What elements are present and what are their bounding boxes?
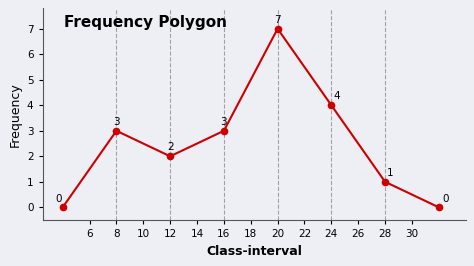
Text: 3: 3 [113, 117, 120, 127]
Text: 2: 2 [167, 143, 173, 152]
Text: Frequency Polygon: Frequency Polygon [64, 15, 227, 30]
Text: 1: 1 [387, 168, 394, 178]
Y-axis label: Frequency: Frequency [9, 82, 21, 147]
Text: 7: 7 [274, 15, 281, 25]
Text: 4: 4 [333, 92, 340, 101]
X-axis label: Class-interval: Class-interval [206, 245, 302, 258]
Text: 0: 0 [442, 193, 449, 203]
Text: 0: 0 [55, 193, 62, 203]
Text: 3: 3 [220, 117, 227, 127]
